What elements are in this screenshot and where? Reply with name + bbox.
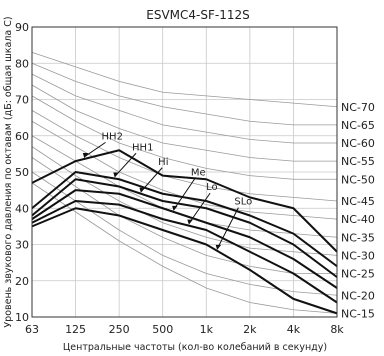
series-label-hh1: HH1 [132,142,153,153]
y-tick-label: 10 [15,311,29,324]
nc-label-nc-70: NC-70 [341,101,375,114]
x-tick-label: 125 [65,323,86,336]
series-line-hi [31,178,338,278]
nc-label-nc-15: NC-15 [341,307,375,320]
nc-curve-nc-60 [31,73,337,144]
nc-label-nc-35: NC-35 [341,231,375,244]
x-tick-label: 250 [109,323,130,336]
series-arrowhead-me [172,205,178,211]
nc-label-nc-25: NC-25 [341,268,375,281]
series-line-slo [31,207,338,315]
nc-curve-nc-15 [31,182,338,314]
grid [32,27,337,317]
nc-label-nc-40: NC-40 [341,213,375,226]
series-arrowhead-slo [215,244,222,250]
series-label-hh2: HH2 [102,131,123,142]
nc-label-nc-60: NC-60 [341,137,375,150]
x-tick-label: 1k [200,323,214,336]
y-tick-label: 50 [15,166,29,179]
y-tick-label: 60 [15,130,29,143]
nc-label-nc-50: NC-50 [341,173,375,186]
series-leader-lo [188,192,211,224]
nc-label-nc-55: NC-55 [341,155,375,168]
nc-curve-nc-45 [31,110,338,202]
x-tick-label: 4k [287,323,301,336]
x-tick-label: 500 [152,323,173,336]
x-tick-label: 2k [243,323,257,336]
nc-curves: NC-70 NC-65 NC-60 NC-55 NC-50 NC-45 NC-40 NC-35… [31,51,375,320]
y-axis-label: Уровень звукового давления по октавам (д… [3,16,14,327]
y-tick-label: 90 [15,21,29,34]
x-tick-label: 63 [25,323,39,336]
series-arrowhead-hi [139,187,145,193]
series-line-me [31,189,338,289]
nc-curve-nc-70 [31,51,338,108]
series-leader-me [173,178,196,211]
y-tick-label: 30 [15,239,29,252]
nc-label-nc-45: NC-45 [341,195,375,208]
series-label-hi: Hi [158,157,168,168]
series-line-hh2 [31,149,338,253]
plot-frame [31,26,338,318]
nc-label-nc-20: NC-20 [341,289,375,302]
nc-curve-nc-50 [31,95,337,180]
y-tick-label: 20 [15,275,29,288]
series-leader-slo [216,207,239,250]
series-arrowhead-hh1 [113,172,119,178]
x-axis-label: Центральные частоты (кол-во колебаний в … [63,342,327,353]
nc-curve-nc-65 [31,62,337,126]
series-label-lo: Lo [206,182,218,193]
series-line-lo [31,200,338,304]
series-label-me: Me [191,168,206,179]
nc-curve-nc-20 [31,171,338,296]
y-tick-label: 80 [15,57,29,70]
series-line-hh1 [31,171,338,268]
nc-label-nc-30: NC-30 [341,249,375,262]
series-leader-hh2 [84,141,106,158]
chart-title: ESVMC4-SF-112S [146,8,249,22]
x-tick-label: 8k [330,323,344,336]
y-tick-label: 70 [15,94,29,107]
nc-label-nc-65: NC-65 [341,119,375,132]
ticks: 10 20 30 40 50 60 70 80 90 63 125 250 500 1k 2k 4k 8k [15,21,344,336]
nc-curve-nc-35 [31,135,338,238]
series-arrowhead-lo [187,219,193,225]
y-tick-label: 40 [15,202,29,215]
series-arrowhead-hh2 [82,152,89,158]
series-label-slo: SLo [234,197,252,208]
nc-curve-nc-55 [31,84,337,162]
